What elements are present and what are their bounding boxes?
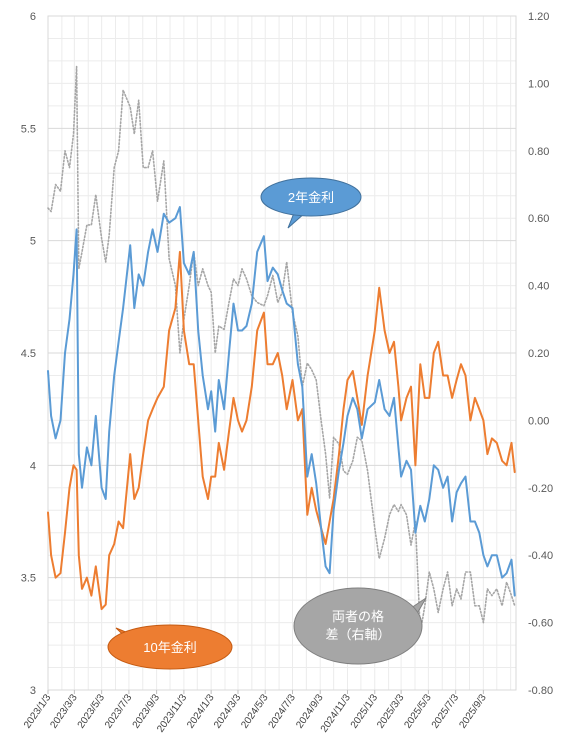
callout-2y-label: 2年金利 (288, 190, 334, 205)
right-tick-label: 0.20 (528, 348, 549, 360)
series-line-0 (47, 206, 516, 597)
callout-2y: 2年金利 (260, 177, 362, 229)
series-line-2 (47, 65, 516, 634)
right-tick-label: 0.80 (528, 146, 549, 158)
left-tick-label: 5.5 (21, 123, 36, 135)
callout-spread-line1: 両者の格 (332, 609, 384, 624)
right-tick-label: -0.80 (528, 685, 553, 697)
right-tick-label: 0.00 (528, 415, 549, 427)
callout-10y: 10年金利 (107, 624, 233, 670)
chart-series (47, 65, 516, 634)
right-axis: -0.80 -0.60 -0.40 -0.20 0.00 0.20 0.40 0.60 0.80… (528, 11, 553, 697)
callout-spread: 両者の格 差（右軸） (293, 587, 427, 665)
right-tick-label: 0.60 (528, 213, 549, 225)
left-tick-label: 3 (30, 685, 36, 697)
series-line-1 (47, 250, 516, 611)
left-axis: 3 3.5 4 4.5 5 5.5 6 (21, 11, 36, 697)
right-tick-label: -0.60 (528, 618, 553, 630)
left-tick-label: 3.5 (21, 573, 36, 585)
right-tick-label: 1.00 (528, 78, 549, 90)
callout-10y-label: 10年金利 (143, 640, 196, 655)
right-tick-label: 1.20 (528, 11, 549, 23)
plot-area-border (47, 15, 517, 691)
left-tick-label: 5 (30, 236, 36, 248)
right-tick-label: 0.40 (528, 281, 549, 293)
right-tick-label: -0.20 (528, 483, 553, 495)
left-tick-label: 4.5 (21, 348, 36, 360)
right-tick-label: -0.40 (528, 550, 553, 562)
left-tick-label: 4 (30, 460, 36, 472)
callout-spread-line2: 差（右軸） (325, 627, 390, 642)
left-tick-label: 6 (30, 11, 36, 23)
